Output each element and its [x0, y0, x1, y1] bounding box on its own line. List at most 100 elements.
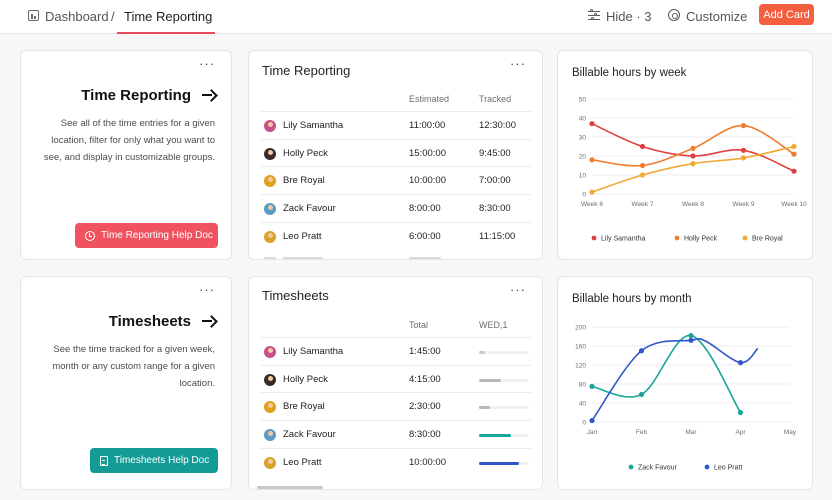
- tracked-value: 8:30:00: [479, 203, 511, 215]
- data-point[interactable]: [791, 151, 797, 157]
- data-point[interactable]: [690, 153, 696, 159]
- sliders-icon[interactable]: [588, 9, 600, 21]
- table-row[interactable]: Bre Royal 10:00:00 7:00:00: [261, 166, 531, 194]
- y-tick-label: 20: [579, 154, 587, 161]
- card-description: See all of the time entries for a given …: [43, 118, 215, 163]
- more-options-icon[interactable]: ···: [199, 56, 215, 71]
- series-line: [591, 334, 742, 413]
- row-name: Bre Royal: [283, 175, 325, 187]
- column-header-wed: WED,1: [479, 320, 508, 330]
- tracked-value: 12:30:00: [479, 120, 516, 131]
- row-name: Leo Pratt: [283, 230, 322, 242]
- more-options-icon[interactable]: ···: [510, 56, 526, 71]
- column-header-total: Total: [409, 320, 429, 330]
- more-options-icon[interactable]: ···: [199, 282, 215, 297]
- x-tick-label: May: [784, 429, 797, 436]
- table-row[interactable]: Lily Samantha 11:00:00 12:30:00: [261, 111, 531, 139]
- data-point[interactable]: [740, 147, 747, 153]
- total-value: 4:15:00: [409, 373, 441, 385]
- card-title: Time Reporting: [262, 63, 351, 78]
- data-point[interactable]: [589, 383, 595, 389]
- card-title: Timesheets: [262, 288, 329, 303]
- table-row[interactable]: Bre Royal 2:30:00: [261, 392, 531, 420]
- x-tick-label: Week 7: [632, 201, 654, 208]
- data-point[interactable]: [589, 417, 595, 424]
- data-point[interactable]: [638, 391, 645, 398]
- data-point[interactable]: [688, 337, 694, 343]
- more-options-icon[interactable]: ···: [510, 282, 526, 297]
- hide-button[interactable]: Hide · 3: [606, 9, 652, 24]
- series-line: [591, 124, 795, 167]
- avatar: [264, 401, 276, 414]
- avatar: [264, 175, 276, 188]
- tracked-value: 11:15:00: [479, 230, 516, 242]
- y-tick-label: 30: [579, 135, 587, 142]
- table-row[interactable]: Leo Pratt 10:00:00: [261, 447, 531, 476]
- breadcrumb-current[interactable]: Time Reporting: [124, 9, 213, 24]
- x-tick-label: Apr: [735, 429, 746, 436]
- data-point[interactable]: [740, 155, 747, 161]
- progress-bar-fill: [479, 406, 491, 410]
- progress-bar-fill: [479, 351, 485, 354]
- data-point[interactable]: [688, 332, 694, 339]
- time-reporting-info-card: ··· Time Reporting See all of the time e…: [20, 50, 232, 260]
- table-row[interactable]: Zack Favour 8:00:00 8:30:00: [261, 194, 531, 222]
- legend-label: Lily Samantha: [601, 236, 645, 243]
- row-name: Holly Peck: [283, 147, 328, 159]
- data-point[interactable]: [737, 409, 744, 416]
- timesheets-info-card: ··· Timesheets See the time tracked for …: [20, 276, 232, 490]
- arrow-right-icon[interactable]: [202, 314, 216, 328]
- table-row[interactable]: Holly Peck 15:00:00 9:45:00: [261, 138, 531, 167]
- y-tick-label: 80: [579, 382, 587, 389]
- data-point[interactable]: [639, 172, 646, 178]
- avatar: [264, 120, 276, 132]
- row-name: Holly Peck: [283, 373, 328, 385]
- data-point[interactable]: [791, 143, 797, 150]
- estimated-value: 15:00:00: [409, 147, 446, 159]
- data-point[interactable]: [639, 143, 646, 150]
- data-point[interactable]: [690, 161, 696, 167]
- table-row[interactable]: Holly Peck 4:15:00: [261, 364, 531, 393]
- total-value: 10:00:00: [409, 456, 446, 468]
- avatar: [264, 456, 276, 469]
- billable-week-chart: Billable hours by week 0 10 20 30 40 50 Week 6 W…: [572, 67, 807, 243]
- data-point[interactable]: [638, 348, 645, 354]
- timesheets-help-doc-button[interactable]: Timesheets Help Doc: [90, 448, 218, 473]
- y-tick-label: 10: [579, 173, 587, 180]
- horizontal-scrollbar[interactable]: [257, 486, 323, 489]
- row-name: Bre Royal: [283, 401, 325, 413]
- arrow-right-icon[interactable]: [202, 88, 216, 102]
- gear-icon[interactable]: [668, 9, 680, 21]
- y-tick-label: 0: [582, 420, 586, 427]
- card-description: See the time tracked for a given week, m…: [52, 344, 215, 389]
- estimated-value: 8:00:00: [409, 203, 441, 215]
- legend-label: Holly Peck: [684, 236, 718, 243]
- breadcrumb-dashboard[interactable]: Dashboard: [45, 9, 109, 24]
- avatar: [264, 203, 276, 216]
- y-tick-label: 40: [579, 401, 587, 408]
- y-tick-label: 120: [575, 363, 586, 370]
- chart-title: Billable hours by week: [572, 67, 687, 79]
- tracked-value: 9:45:00: [479, 147, 511, 159]
- table-row[interactable]: Lily Samantha 1:45:00: [261, 337, 531, 365]
- add-card-button[interactable]: Add Card: [759, 4, 814, 25]
- data-point[interactable]: [690, 145, 696, 151]
- data-point[interactable]: [589, 189, 595, 195]
- button-label: Timesheets Help Doc: [114, 455, 210, 466]
- data-point[interactable]: [639, 162, 646, 169]
- series-line: [591, 337, 759, 422]
- data-point[interactable]: [737, 360, 744, 366]
- table-row[interactable]: Leo Pratt 6:00:00 11:15:00: [261, 221, 531, 250]
- time-reporting-help-doc-button[interactable]: Time Reporting Help Doc: [75, 223, 218, 248]
- legend-label: Zack Favour: [638, 465, 678, 472]
- avatar: [264, 147, 276, 160]
- data-point[interactable]: [740, 123, 747, 129]
- customize-button[interactable]: Customize: [686, 9, 748, 24]
- data-point[interactable]: [791, 168, 797, 174]
- active-tab-indicator: [117, 32, 215, 34]
- row-name: Zack Favour: [283, 203, 336, 215]
- table-row[interactable]: Zack Favour 8:30:00: [261, 420, 531, 448]
- table-row-partial: [261, 255, 531, 259]
- data-point[interactable]: [589, 121, 595, 127]
- data-point[interactable]: [589, 157, 595, 163]
